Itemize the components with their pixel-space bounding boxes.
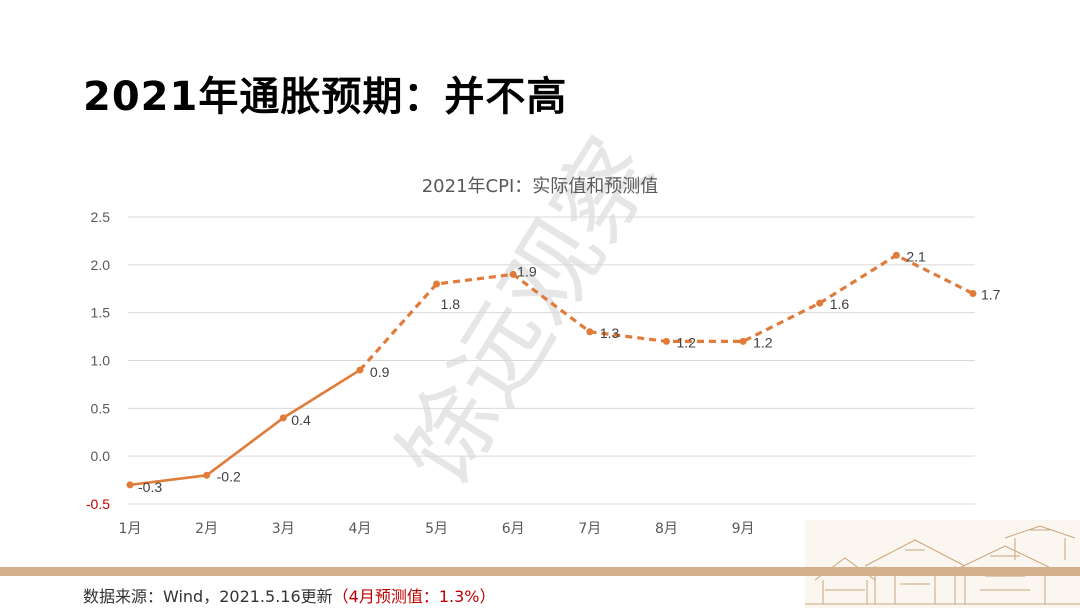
x-tick-label: 7月	[578, 521, 601, 537]
data-label: -0.3	[138, 479, 162, 495]
data-label: 1.9	[517, 263, 537, 279]
data-point	[586, 328, 594, 336]
data-point	[509, 270, 517, 278]
data-point	[356, 366, 364, 374]
x-tick-label: 5月	[425, 521, 448, 537]
x-tick-label: 1月	[119, 521, 142, 537]
data-label: 1.6	[830, 296, 850, 312]
data-label: -0.2	[217, 468, 241, 484]
data-label: 1.8	[441, 296, 461, 312]
x-tick-label: 3月	[272, 521, 295, 537]
data-label: 1.2	[676, 334, 696, 350]
source-text: 数据来源：Wind，2021.5.16更新	[83, 587, 333, 606]
y-axis-ticks: 2.5 2.0 1.5 1.0 0.5 0.0 -0.5	[86, 209, 110, 512]
y-tick-label: -0.5	[86, 496, 110, 512]
x-tick-label: 9月	[732, 521, 755, 537]
y-tick-label: 1.5	[91, 305, 111, 321]
data-point	[816, 299, 824, 307]
x-tick-label: 6月	[502, 521, 525, 537]
data-labels: -0.3 -0.2 0.4 0.9 1.8 1.9 1.3 1.2 1.2 1.6 2.1 1.7	[138, 248, 1001, 495]
x-tick-label: 8月	[655, 521, 678, 537]
building-illustration	[805, 520, 1080, 608]
y-tick-label: 0.0	[91, 448, 111, 464]
data-label: 1.3	[600, 325, 620, 341]
data-point	[203, 471, 211, 479]
data-point	[892, 251, 900, 259]
y-tick-label: 2.5	[91, 209, 111, 225]
data-point	[969, 290, 977, 298]
data-label: 0.4	[291, 412, 311, 428]
source-note: 数据来源：Wind，2021.5.16更新（4月预测值：1.3%）	[83, 583, 496, 607]
y-tick-label: 2.0	[91, 257, 111, 273]
footer-band	[0, 567, 1080, 576]
data-point	[662, 337, 670, 345]
data-label: 0.9	[370, 364, 390, 380]
data-point	[126, 481, 134, 489]
y-tick-label: 1.0	[91, 353, 111, 369]
data-label: 1.2	[753, 334, 773, 350]
data-point	[279, 414, 287, 422]
data-label: 1.7	[981, 287, 1001, 303]
x-tick-label: 2月	[195, 521, 218, 537]
x-tick-label: 4月	[348, 521, 371, 537]
data-point	[433, 280, 441, 288]
gridlines	[128, 216, 975, 505]
actual-line	[129, 368, 361, 487]
y-tick-label: 0.5	[91, 400, 111, 416]
data-points	[126, 251, 977, 489]
data-label: 2.1	[906, 248, 926, 264]
forecast-note: （4月预测值：1.3%）	[332, 587, 496, 606]
data-point	[739, 337, 747, 345]
slide-title: 2021年通胀预期：并不高	[83, 74, 568, 120]
chart-title: 2021年CPI：实际值和预测值	[422, 176, 659, 197]
